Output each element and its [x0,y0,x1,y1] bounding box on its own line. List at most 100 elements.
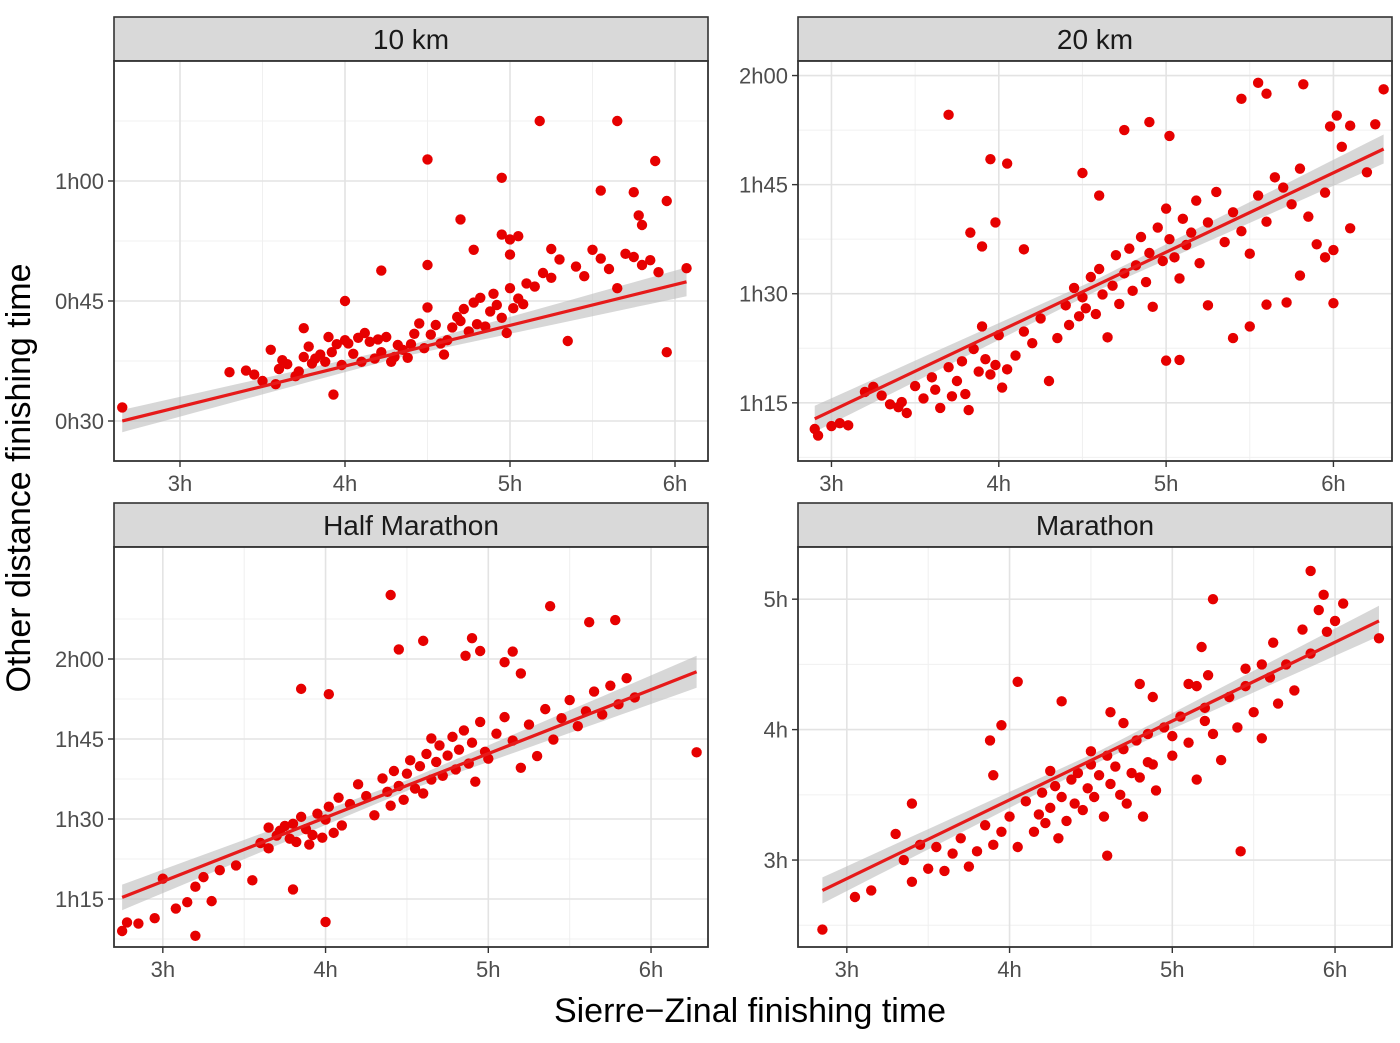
data-point [421,748,432,760]
data-point [636,219,648,231]
data-point [405,339,417,350]
data-point [1177,213,1189,225]
data-point [507,646,518,657]
data-point [1202,217,1214,228]
data-point [971,846,983,857]
data-point [570,261,582,272]
data-point [339,295,351,307]
data-point [1069,798,1080,809]
data-point [597,709,608,720]
data-point [1063,319,1075,331]
data-point [1321,626,1333,637]
data-point [1043,375,1055,387]
data-point [1134,772,1145,783]
data-point [1093,190,1105,201]
data-point [930,384,941,395]
data-point [364,336,375,347]
plot-area [798,61,1392,461]
data-point [323,801,335,812]
data-point [458,303,469,315]
panel-border [797,546,1393,948]
x-tick-label: 5h [1160,957,1184,982]
data-point [588,686,600,697]
data-point [1090,308,1102,320]
data-point [1012,841,1023,853]
data-point [182,897,193,908]
data-point [1244,248,1255,259]
data-point [1012,676,1023,687]
data-point [546,272,557,283]
data-point [438,349,450,360]
data-point [1061,815,1072,827]
data-point [504,234,516,245]
data-point [1114,298,1125,310]
data-point [1126,767,1137,779]
data-point [376,347,387,358]
data-point [249,369,260,380]
data-point [1281,297,1292,308]
data-point [826,420,837,432]
data-point [628,251,639,263]
data-point [1164,233,1175,245]
data-point [513,231,524,242]
data-point [121,917,133,928]
data-point [1261,299,1272,310]
data-point [537,267,549,279]
data-point [1329,615,1341,627]
data-point [984,735,996,746]
data-point [190,930,201,941]
data-point [291,836,302,848]
data-point [323,331,334,343]
data-point [474,716,486,728]
trend-line [121,670,698,899]
data-point [935,402,946,414]
data-point [298,323,309,334]
y-tick-label: 5h [764,587,788,612]
data-point [518,299,529,310]
data-point [564,694,575,706]
data-point [1105,778,1116,790]
data-point [906,876,918,887]
data-point [328,827,339,839]
data-point [1298,79,1309,90]
data-point [1191,680,1202,692]
data-point [474,645,486,657]
data-point [1305,565,1316,577]
data-point [842,420,854,431]
data-point [247,875,258,886]
data-point [1018,244,1030,255]
data-point [1196,641,1207,653]
data-point [1072,767,1084,779]
data-point [1102,850,1113,861]
data-point [996,826,1007,837]
data-point [650,155,661,167]
data-point [1194,257,1205,269]
data-point [320,356,331,367]
data-point [1147,301,1158,313]
data-point [988,770,999,781]
data-point [257,375,268,387]
data-point [996,382,1008,393]
data-point [515,762,527,773]
data-point [1202,670,1214,681]
data-point [1152,222,1163,233]
data-point [1164,130,1175,142]
y-tick-label: 1h30 [739,282,788,307]
facet-strip [113,16,709,62]
data-point [372,334,384,345]
data-point [1053,833,1064,844]
data-point [922,863,934,874]
facet-title: Marathon [1036,510,1154,541]
data-point [1115,789,1126,801]
x-tick-label: 6h [663,471,687,496]
data-point [1137,811,1149,822]
data-point [1183,678,1194,690]
data-point [263,822,274,833]
data-point [426,733,437,744]
data-point [540,703,551,715]
data-point [1227,207,1239,218]
data-point [1160,203,1172,214]
data-point [312,808,323,819]
data-point [434,740,445,751]
data-point [1373,633,1385,644]
